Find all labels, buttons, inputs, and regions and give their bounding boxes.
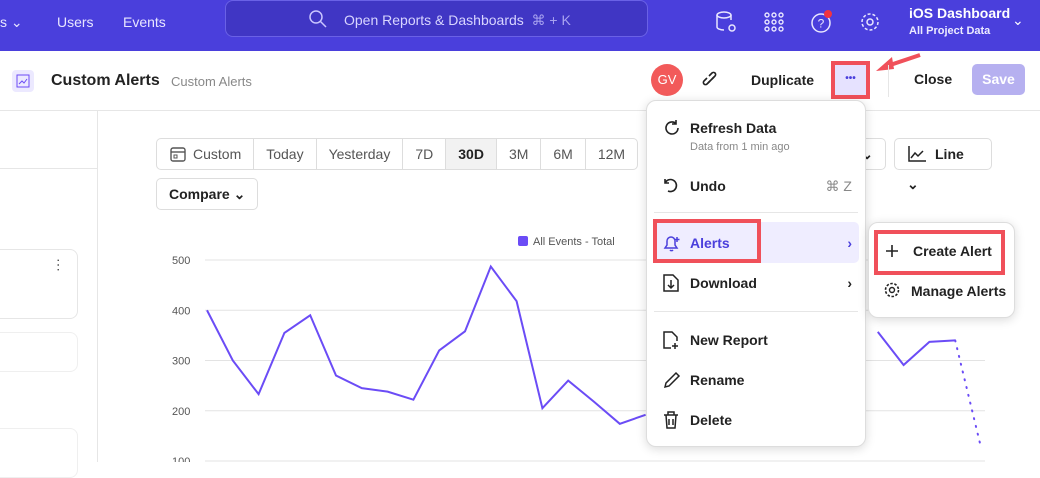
menu-label: Undo	[690, 178, 726, 194]
legend-label: All Events - Total	[533, 236, 615, 248]
gear-icon	[883, 281, 901, 299]
divider	[654, 311, 858, 312]
partial-period-line	[955, 340, 981, 447]
divider	[654, 212, 858, 213]
pencil-icon	[662, 370, 682, 390]
chevron-right-icon: ›	[847, 235, 852, 251]
y-tick-label: 300	[172, 356, 190, 368]
series-line	[207, 267, 646, 424]
trash-icon	[662, 410, 680, 430]
menu-label: Manage Alerts	[911, 283, 1006, 299]
menu-label: Alerts	[690, 235, 730, 251]
menu-label: Rename	[690, 372, 744, 388]
bell-plus-icon	[662, 233, 682, 253]
more-options-menu: Refresh Data Data from 1 min ago Undo ⌘ …	[646, 100, 866, 447]
plus-icon	[885, 244, 899, 258]
chevron-right-icon: ›	[847, 275, 852, 291]
undo-icon	[662, 176, 680, 194]
menu-label: Refresh Data	[690, 120, 776, 136]
menu-label: Delete	[690, 412, 732, 428]
y-tick-label: 200	[172, 406, 190, 418]
undo-shortcut: ⌘ Z	[826, 178, 852, 195]
refresh-timestamp: Data from 1 min ago	[690, 141, 790, 153]
refresh-icon	[662, 118, 682, 138]
menu-label: Create Alert	[913, 243, 992, 259]
menu-label: New Report	[690, 332, 768, 348]
legend-swatch	[518, 236, 528, 246]
alerts-submenu: Create Alert Manage Alerts	[868, 222, 1015, 318]
menu-label: Download	[690, 275, 757, 291]
new-file-icon	[662, 330, 680, 350]
y-tick-label: 400	[172, 305, 190, 317]
download-file-icon	[662, 273, 680, 293]
y-tick-label: 500	[172, 255, 190, 267]
y-tick-label: 100	[172, 456, 190, 462]
